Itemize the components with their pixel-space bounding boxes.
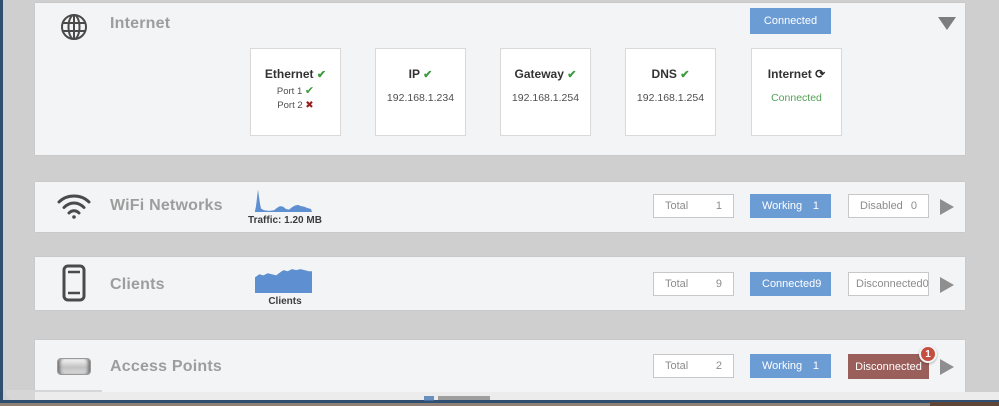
check-icon: ✔ xyxy=(567,69,577,81)
clients-disconnected-stat[interactable]: Disconnected 0 xyxy=(848,272,929,296)
background-window-strip xyxy=(0,403,999,406)
expand-arrow-icon[interactable] xyxy=(940,277,954,293)
phone-icon xyxy=(55,264,93,302)
gateway-address-value: 192.168.1.254 xyxy=(511,92,580,104)
wifi-networks-section: WiFi Networks Traffic: 1.20 MB Total 1 W… xyxy=(35,182,965,232)
dns-card: DNS ✔ 192.168.1.254 xyxy=(625,48,716,136)
background-text-smudge xyxy=(438,396,490,400)
clients-chart-caption: Clients xyxy=(268,296,302,307)
access-point-icon xyxy=(55,357,93,375)
internet-status-card: Internet ⟳ Connected xyxy=(751,48,842,136)
clients-section-title: Clients xyxy=(110,276,165,293)
wifi-disabled-stat[interactable]: Disabled 0 xyxy=(848,194,929,218)
wifi-traffic-caption: Traffic: 1.20 MB xyxy=(248,215,322,226)
cross-icon: ✖ xyxy=(305,100,314,111)
disconnected-count-badge: 1 xyxy=(919,345,937,363)
collapse-arrow-icon[interactable] xyxy=(938,17,956,30)
expand-arrow-icon[interactable] xyxy=(940,359,954,375)
aps-disconnected-stat[interactable]: Disconnected 1 xyxy=(848,345,937,379)
port1-status: Port 1 ✔ xyxy=(276,85,315,97)
internet-connection-status: Connected xyxy=(771,92,822,104)
aps-working-stat[interactable]: Working 1 xyxy=(750,354,831,378)
wifi-working-stat[interactable]: Working 1 xyxy=(750,194,831,218)
globe-icon xyxy=(55,12,93,42)
internet-section: Internet Connected Ethernet ✔ Port 1 ✔ P… xyxy=(35,3,965,155)
clients-connected-stat[interactable]: Connected 9 xyxy=(750,272,831,296)
wifi-traffic-sparkline xyxy=(255,186,312,212)
clients-sparkline xyxy=(255,266,312,293)
window-left-edge xyxy=(0,0,3,403)
access-points-section: Access Points Total 2 Working 1 Disconne… xyxy=(35,340,965,392)
dns-address-value: 192.168.1.254 xyxy=(636,92,705,104)
access-points-section-title: Access Points xyxy=(110,358,222,375)
gateway-card-title: Gateway ✔ xyxy=(514,67,577,81)
internet-card-title: Internet ⟳ xyxy=(767,67,826,81)
page-bottom-strip xyxy=(35,392,999,400)
clients-total-stat[interactable]: Total 9 xyxy=(653,272,734,296)
check-icon: ✔ xyxy=(316,69,327,81)
background-favicon-smudge xyxy=(424,396,434,401)
internet-status-button[interactable]: Connected xyxy=(750,8,831,34)
ip-card: IP ✔ 192.168.1.234 xyxy=(375,48,466,136)
wifi-icon xyxy=(55,190,93,222)
check-icon: ✔ xyxy=(423,69,433,81)
ip-card-title: IP ✔ xyxy=(408,67,433,81)
expand-arrow-icon[interactable] xyxy=(940,199,954,215)
aps-total-stat[interactable]: Total 2 xyxy=(653,354,734,378)
internet-section-title: Internet xyxy=(110,15,171,32)
wifi-total-stat[interactable]: Total 1 xyxy=(653,194,734,218)
background-window-bar xyxy=(0,400,999,403)
background-window-strip-dark xyxy=(930,402,999,406)
check-icon: ✔ xyxy=(680,69,690,81)
gateway-card: Gateway ✔ 192.168.1.254 xyxy=(500,48,591,136)
clients-section: Clients Clients Total 9 Connected 9 Disc… xyxy=(35,257,965,310)
ethernet-card: Ethernet ✔ Port 1 ✔ Port 2 ✖ xyxy=(250,48,341,136)
check-icon: ✔ xyxy=(304,85,315,97)
dns-card-title: DNS ✔ xyxy=(651,67,690,81)
ethernet-card-title: Ethernet ✔ xyxy=(264,67,327,81)
refresh-icon[interactable]: ⟳ xyxy=(815,67,826,81)
wifi-section-title: WiFi Networks xyxy=(110,197,223,214)
ip-address-value: 192.168.1.234 xyxy=(386,92,455,104)
port2-status: Port 2 ✖ xyxy=(277,100,314,111)
